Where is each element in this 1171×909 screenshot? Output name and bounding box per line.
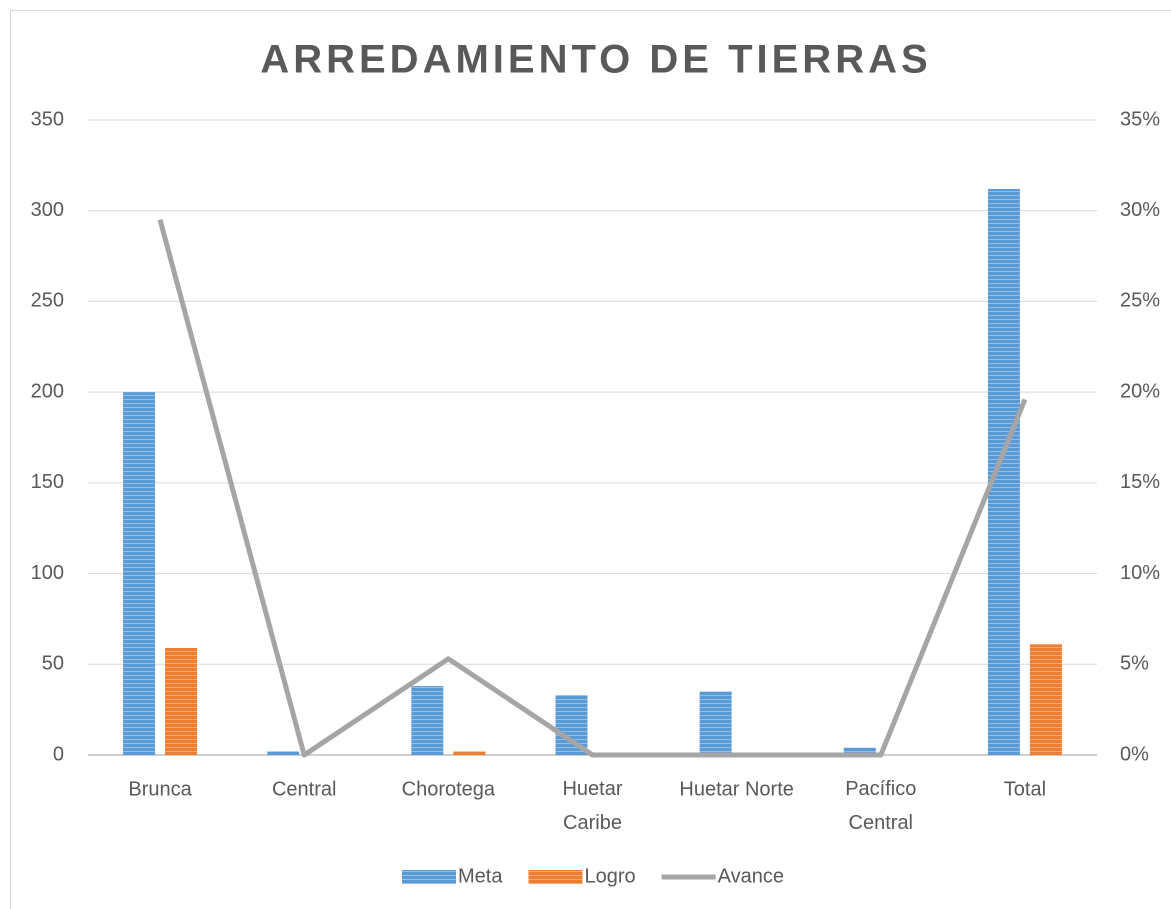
y2-tick-label: 20% <box>1120 380 1160 402</box>
y2-tick-label: 15% <box>1120 471 1160 493</box>
bar-texture <box>165 647 198 755</box>
x-tick-label: Brunca <box>128 778 192 800</box>
y2-tick-label: 30% <box>1120 199 1160 221</box>
bar-texture <box>843 747 876 755</box>
y-tick-label: 100 <box>31 562 64 584</box>
chart-title: ARREDAMIENTO DE TIERRAS <box>260 38 931 82</box>
x-tick-label: Chorotega <box>402 778 496 800</box>
legend-label: Logro <box>584 865 635 887</box>
y-tick-label: 200 <box>31 380 64 402</box>
y-tick-label: 250 <box>31 290 64 312</box>
y-tick-label: 300 <box>31 199 64 221</box>
bar-texture <box>123 392 156 755</box>
bar-texture <box>267 751 300 755</box>
y2-tick-label: 25% <box>1120 290 1160 312</box>
line <box>157 219 1028 758</box>
y-tick-label: 350 <box>31 108 64 130</box>
y2-tick-label: 10% <box>1120 562 1160 584</box>
x-tick-label: Pacífico Central <box>845 778 916 834</box>
x-tick-label: Total <box>1004 778 1046 800</box>
y2-tick-label: 35% <box>1120 108 1160 130</box>
x-tick-label: Huetar Norte <box>679 778 794 800</box>
y2-tick-label: 0% <box>1120 743 1149 765</box>
y-tick-label: 150 <box>31 471 64 493</box>
bar-texture <box>555 695 588 755</box>
bar-texture <box>411 686 444 755</box>
y2-tick-label: 5% <box>1120 653 1149 675</box>
bar-texture <box>987 188 1020 755</box>
bar-texture <box>699 691 732 755</box>
y-tick-label: 50 <box>42 653 64 675</box>
bar-texture <box>1029 644 1062 755</box>
legend-label: Meta <box>458 865 503 887</box>
legend-label: Avance <box>718 865 784 887</box>
y-tick-label: 0 <box>53 743 64 765</box>
legend-swatch-texture <box>528 870 583 884</box>
bar-texture <box>453 751 486 755</box>
x-tick-label: Central <box>272 778 336 800</box>
legend-swatch-texture <box>402 870 456 884</box>
chart-border <box>10 10 1171 909</box>
x-tick-label: Huetar Caribe <box>562 778 622 834</box>
